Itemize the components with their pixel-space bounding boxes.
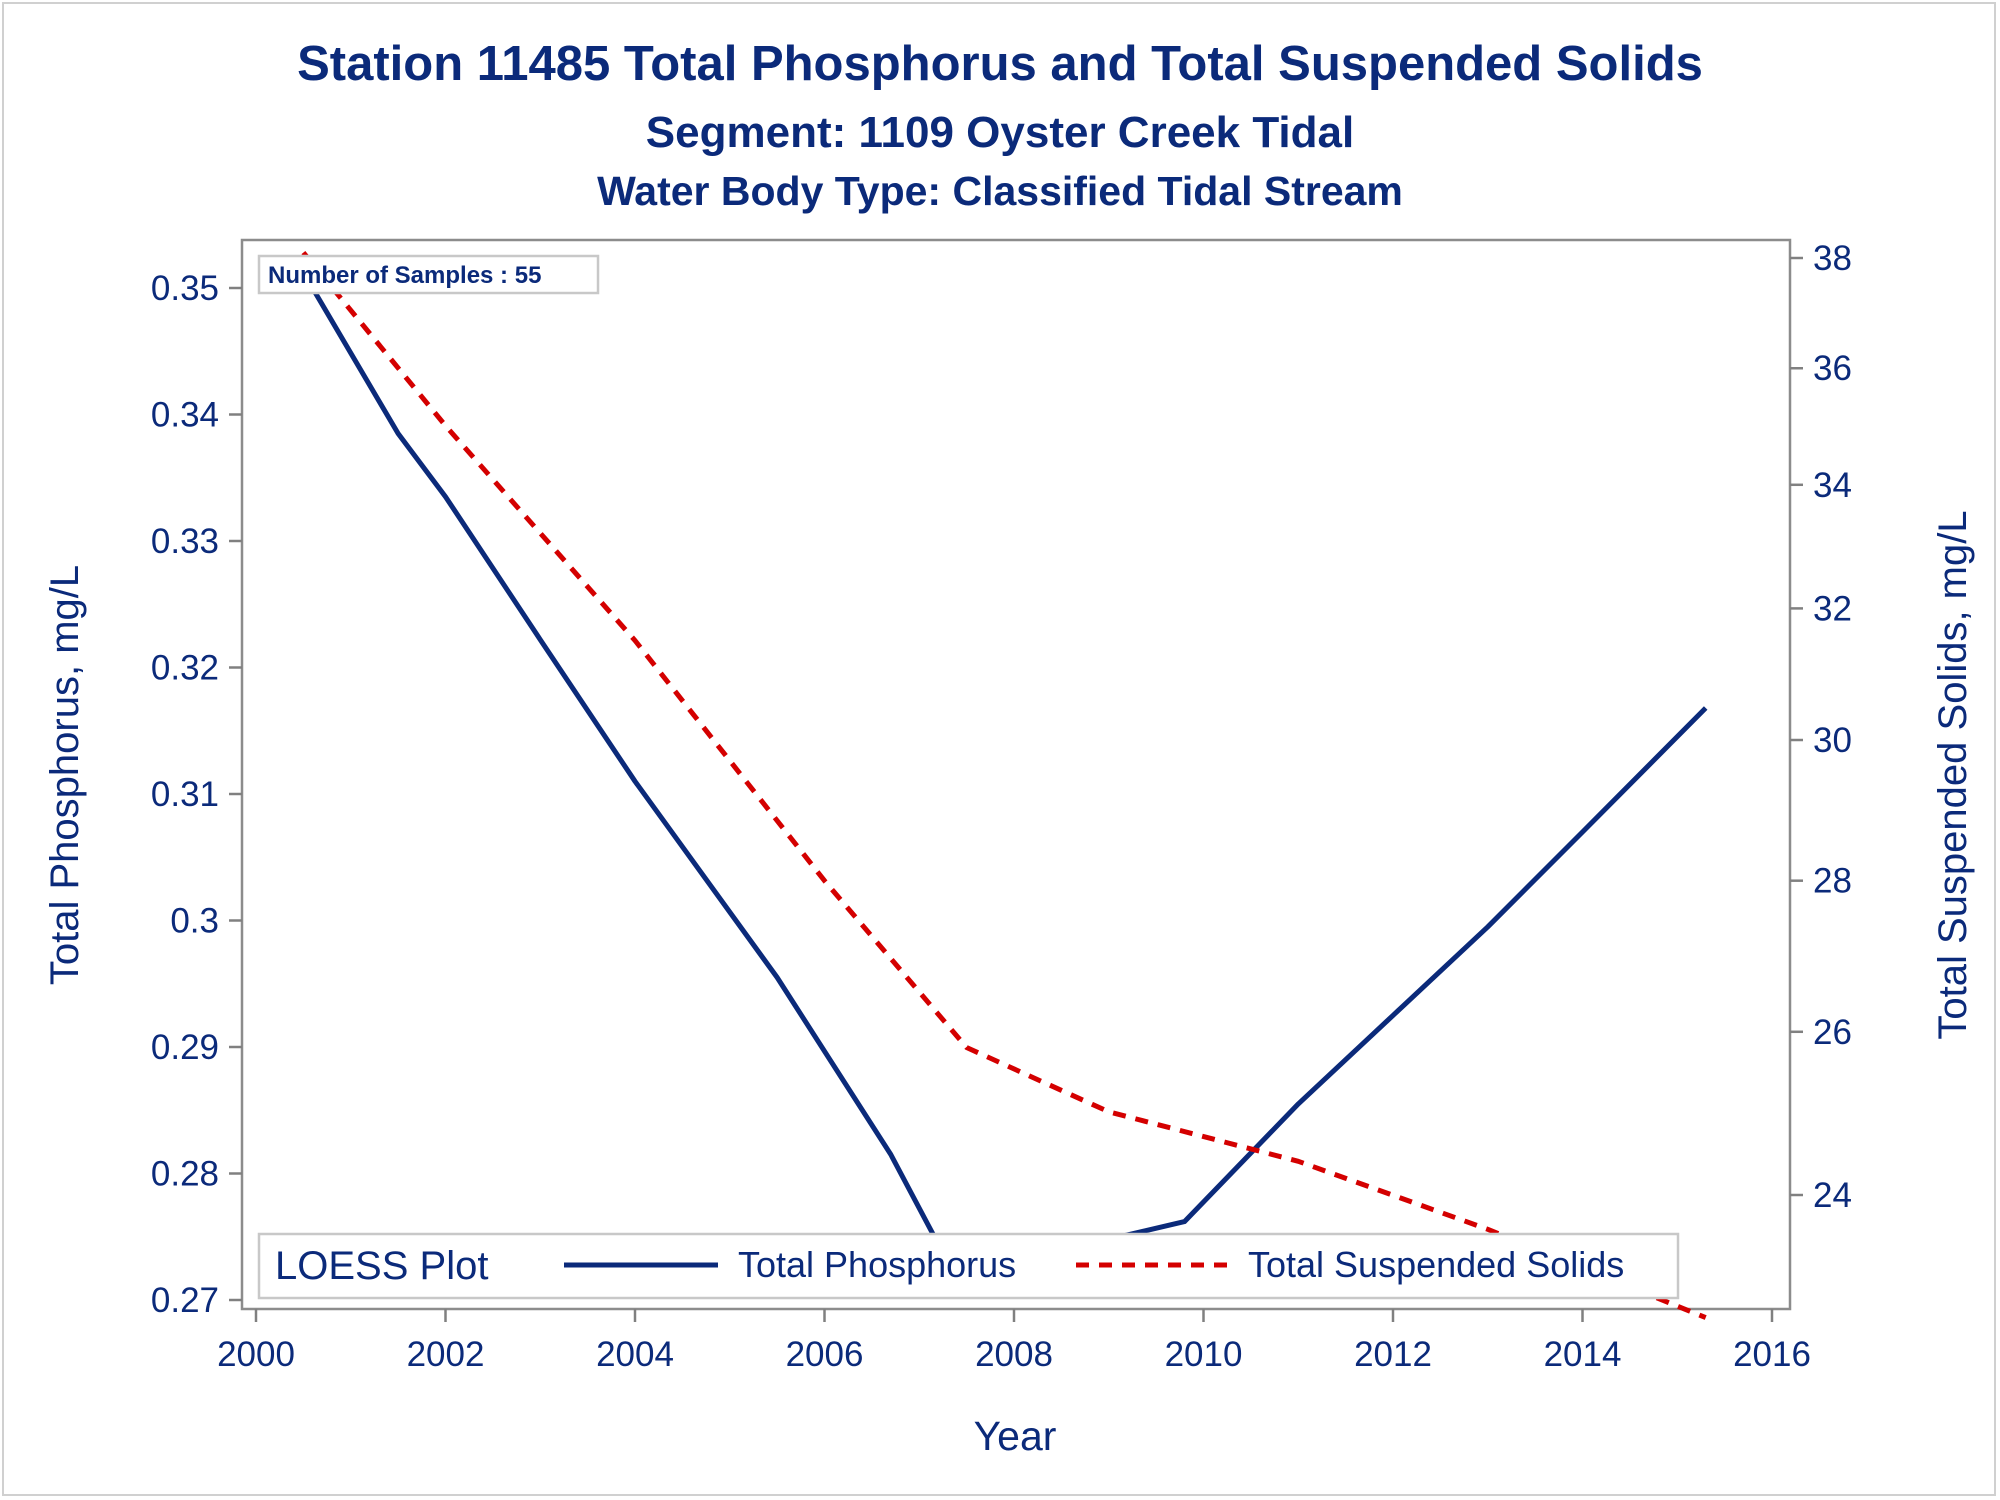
x-tick-label: 2004 [596, 1335, 674, 1374]
y2-tick-label: 38 [1813, 239, 1852, 278]
legend: LOESS Plot Total Phosphorus Total Suspen… [257, 1232, 1680, 1300]
chart-title: Station 11485 Total Phosphorus and Total… [297, 37, 1703, 91]
x-tick-label: 2012 [1354, 1335, 1432, 1374]
y-tick-label: 0.27 [151, 1281, 219, 1320]
y2-tick-label: 26 [1813, 1013, 1852, 1052]
x-tick-label: 2014 [1544, 1335, 1622, 1374]
legend-label-tss: Total Suspended Solids [1248, 1244, 1624, 1285]
legend-label-phosphorus: Total Phosphorus [738, 1244, 1016, 1285]
y-tick-label: 0.33 [151, 522, 219, 561]
legend-box [257, 1232, 1680, 1300]
y-tick-label: 0.3 [170, 902, 219, 941]
legend-title: LOESS Plot [275, 1244, 488, 1288]
y2-tick-label: 30 [1813, 721, 1852, 760]
y2-axis-label: Total Suspended Solids, mg/L [1931, 510, 1975, 1039]
x-tick-label: 2006 [786, 1335, 864, 1374]
y-tick-label: 0.29 [151, 1028, 219, 1067]
chart-subtitle: Segment: 1109 Oyster Creek Tidal [645, 108, 1355, 157]
sample-count-text: Number of Samples : 55 [268, 262, 541, 289]
y-tick-label: 0.32 [151, 649, 219, 688]
x-axis-label: Year [974, 1413, 1057, 1459]
y2-tick-label: 32 [1813, 589, 1852, 628]
y-axis-label: Total Phosphorus, mg/L [43, 565, 87, 985]
x-tick-label: 2010 [1165, 1335, 1243, 1374]
x-tick-label: 2016 [1733, 1335, 1811, 1374]
series-line-total-suspended-solids [301, 251, 1707, 1320]
x-tick-label: 2008 [975, 1335, 1053, 1374]
y-tick-label: 0.34 [151, 396, 219, 435]
series-line-total-phosphorus [291, 255, 1708, 1283]
y-tick-label: 0.28 [151, 1155, 219, 1194]
x-tick-label: 2000 [217, 1335, 295, 1374]
y2-tick-label: 24 [1813, 1176, 1852, 1215]
y-tick-label: 0.35 [151, 269, 219, 308]
sample-count-box [257, 254, 600, 295]
y2-tick-label: 34 [1813, 466, 1852, 505]
y-tick-label: 0.31 [151, 775, 219, 814]
plot-area [240, 238, 1792, 1311]
x-tick-label: 2002 [407, 1335, 485, 1374]
y2-tick-label: 36 [1813, 349, 1852, 388]
chart-subtitle-2: Water Body Type: Classified Tidal Stream [597, 168, 1403, 214]
y2-tick-label: 28 [1813, 862, 1852, 901]
